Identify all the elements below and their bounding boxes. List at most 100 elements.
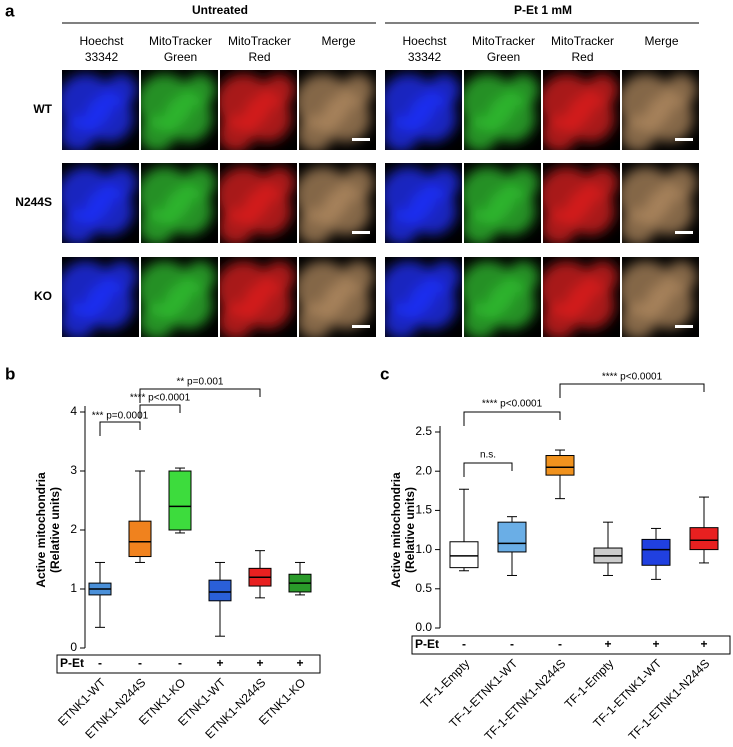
y-tick-label: 2.0 bbox=[415, 463, 432, 477]
micrograph bbox=[385, 257, 462, 337]
micrograph bbox=[220, 163, 297, 243]
cell-cluster bbox=[665, 167, 698, 199]
cell-cluster bbox=[566, 94, 615, 142]
scale-bar bbox=[352, 138, 370, 141]
cells bbox=[220, 74, 296, 150]
column-header: MitoTracker bbox=[228, 34, 291, 48]
micrograph bbox=[141, 257, 218, 337]
treatment-sign: - bbox=[510, 637, 514, 651]
cells bbox=[543, 167, 619, 243]
cells bbox=[62, 74, 138, 150]
micrograph bbox=[141, 70, 218, 150]
cell-cluster bbox=[464, 116, 498, 150]
column-header: Green bbox=[164, 50, 197, 64]
row-label: KO bbox=[34, 289, 52, 303]
cell-cluster bbox=[243, 281, 292, 329]
box bbox=[689, 527, 719, 551]
treatment-sign: - bbox=[178, 656, 182, 670]
box bbox=[641, 538, 671, 566]
cells bbox=[62, 261, 138, 337]
column-header: Merge bbox=[644, 34, 678, 48]
significance-bracket bbox=[463, 462, 513, 477]
panel-label: b bbox=[5, 364, 15, 383]
scale-bar bbox=[675, 138, 693, 141]
micrograph bbox=[299, 70, 376, 150]
cell-cluster bbox=[184, 74, 217, 106]
cell-cluster bbox=[586, 261, 619, 293]
cell-cluster bbox=[385, 116, 419, 150]
cell-cluster bbox=[105, 261, 138, 293]
cell-cluster bbox=[62, 209, 96, 243]
y-tick-label: 1.5 bbox=[415, 503, 432, 517]
cell-cluster bbox=[184, 167, 217, 199]
treatment-sign: + bbox=[604, 637, 611, 651]
box bbox=[128, 520, 152, 558]
cells bbox=[385, 261, 461, 337]
cell-cluster bbox=[342, 261, 375, 293]
panel-label: a bbox=[5, 1, 15, 20]
cell-cluster bbox=[85, 187, 134, 235]
cell-cluster bbox=[164, 187, 213, 235]
y-tick-label: 4 bbox=[70, 404, 77, 418]
y-tick-label: 1.0 bbox=[415, 542, 432, 556]
cells bbox=[141, 167, 217, 243]
cell-cluster bbox=[566, 187, 615, 235]
cell-cluster bbox=[263, 261, 296, 293]
significance-bracket bbox=[99, 421, 141, 436]
y-axis-label: (Relative units) bbox=[48, 487, 62, 573]
micrograph bbox=[299, 257, 376, 337]
significance-label: **** p<0.0001 bbox=[602, 372, 663, 383]
y-axis-label: Active mitochondria bbox=[389, 472, 403, 588]
y-axis-label: (Relative units) bbox=[403, 487, 417, 573]
box bbox=[497, 521, 527, 553]
micrograph bbox=[299, 163, 376, 243]
micrograph bbox=[62, 163, 139, 243]
cell-cluster bbox=[243, 187, 292, 235]
micrograph bbox=[62, 257, 139, 337]
significance-label: n.s. bbox=[480, 450, 496, 461]
cell-cluster bbox=[85, 94, 134, 142]
significance-label: *** p=0.0001 bbox=[92, 411, 149, 422]
cell-cluster bbox=[543, 303, 577, 337]
treatment-row bbox=[411, 635, 731, 655]
panel-label: c bbox=[380, 364, 389, 383]
cell-cluster bbox=[220, 303, 254, 337]
cell-cluster bbox=[263, 167, 296, 199]
cell-cluster bbox=[622, 209, 656, 243]
scale-bar bbox=[675, 231, 693, 234]
cell-cluster bbox=[428, 74, 461, 106]
treatment-sign: + bbox=[256, 656, 263, 670]
treatment-sign: + bbox=[700, 637, 707, 651]
cell-cluster bbox=[299, 116, 333, 150]
cell-cluster bbox=[85, 281, 134, 329]
cells bbox=[622, 74, 698, 150]
x-tick-label: TF-1-ETNK1-N244S bbox=[482, 656, 569, 743]
significance-label: **** p<0.0001 bbox=[482, 399, 543, 410]
cell-cluster bbox=[665, 261, 698, 293]
cells bbox=[543, 74, 619, 150]
cell-cluster bbox=[487, 94, 536, 142]
cell-cluster bbox=[543, 116, 577, 150]
treatment-sign: + bbox=[652, 637, 659, 651]
micrograph bbox=[62, 70, 139, 150]
row-label: WT bbox=[33, 102, 52, 116]
cell-cluster bbox=[184, 261, 217, 293]
cell-cluster bbox=[141, 116, 175, 150]
y-tick-label: 0.0 bbox=[415, 620, 432, 634]
column-header: Hoechst bbox=[402, 34, 447, 48]
cell-cluster bbox=[586, 74, 619, 106]
micrograph bbox=[464, 70, 541, 150]
micrograph bbox=[385, 163, 462, 243]
scale-bar bbox=[352, 231, 370, 234]
scale-bar bbox=[675, 325, 693, 328]
treatment-sign: + bbox=[216, 656, 223, 670]
cell-cluster bbox=[385, 303, 419, 337]
cells bbox=[220, 261, 296, 337]
significance-bracket bbox=[139, 404, 181, 419]
cell-cluster bbox=[164, 94, 213, 142]
cells bbox=[385, 167, 461, 243]
box bbox=[168, 470, 192, 531]
cell-cluster bbox=[342, 74, 375, 106]
significance-label: ** p=0.001 bbox=[177, 377, 224, 388]
